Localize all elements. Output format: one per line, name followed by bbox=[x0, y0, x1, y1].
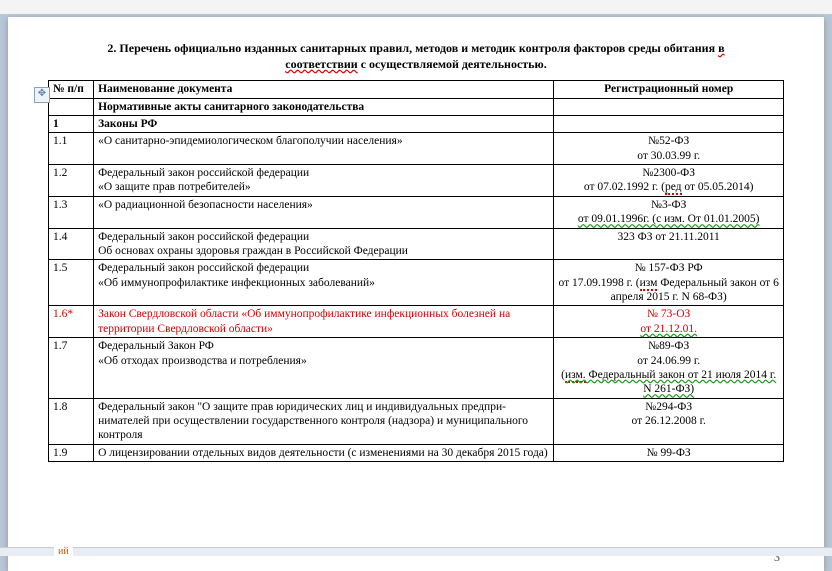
cell-num: 1.2 bbox=[49, 165, 94, 197]
table-row: 1.2 Федеральный закон российской федерац… bbox=[49, 165, 784, 197]
cell-name: Федеральный закон "О защите прав юридиче… bbox=[94, 398, 554, 444]
doc-line: Федеральный закон российской федерации bbox=[98, 167, 309, 179]
cell-num: 1.3 bbox=[49, 196, 94, 228]
table-anchor-icon[interactable]: ✥ bbox=[34, 87, 50, 103]
cell-reg: №294-ФЗ от 26.12.2008 г. bbox=[554, 398, 784, 444]
reg-line: №3-ФЗ bbox=[651, 199, 686, 211]
title-line1: 2. Перечень официально изданных санитарн… bbox=[107, 41, 715, 55]
status-bar: ий bbox=[0, 547, 832, 556]
cell-reg: № 73-ОЗ от 21.12.01. bbox=[554, 306, 784, 338]
reg-line: от 24.06.99 г. bbox=[637, 355, 700, 367]
cell-reg bbox=[554, 115, 784, 132]
ruler-top bbox=[0, 0, 832, 15]
table-row: 1.4 Федеральный закон российской федерац… bbox=[49, 228, 784, 260]
table-row: 1.9 О лицензировании отдельных видов дея… bbox=[49, 444, 784, 461]
cell-name: О лицензировании отдельных видов деятель… bbox=[94, 444, 554, 461]
reg-line: от 05.05.2014) bbox=[682, 181, 754, 193]
cell-name: Федеральный закон российской федерации «… bbox=[94, 165, 554, 197]
reg-line: № 73-ОЗ bbox=[647, 308, 690, 320]
cell-name: Законы РФ bbox=[94, 115, 554, 132]
cell-reg: №52-ФЗ от 30.03.99 г. bbox=[554, 133, 784, 165]
title-word-err: в bbox=[718, 41, 724, 55]
reg-line: 323 ФЗ от 21.11.2011 bbox=[618, 231, 720, 243]
cell-reg: №3-ФЗ от 09.01.1996г. (с изм. От 01.01.2… bbox=[554, 196, 784, 228]
reg-line: №89-ФЗ bbox=[648, 340, 689, 352]
reg-line: от 17.09.1998 г. ( bbox=[559, 277, 640, 289]
cell-num: 1.5 bbox=[49, 260, 94, 306]
reg-line: №52-ФЗ bbox=[648, 135, 689, 147]
title-word-err2: соответствии bbox=[285, 57, 357, 71]
cell-num: 1.4 bbox=[49, 228, 94, 260]
regulations-table: № п/п Наименование документа Регистрацио… bbox=[48, 80, 784, 462]
cell-name: «О санитарно-эпидемиологическом благопол… bbox=[94, 133, 554, 165]
doc-line: Об основах охраны здоровья граждан в Рос… bbox=[98, 245, 408, 257]
table-row: 1 Законы РФ bbox=[49, 115, 784, 132]
section-title: 2. Перечень официально изданных санитарн… bbox=[48, 41, 784, 72]
reg-err: изм bbox=[640, 277, 658, 291]
cell-reg: №2300-ФЗ от 07.02.1992 г. (ред от 05.05.… bbox=[554, 165, 784, 197]
reg-line: № 157-ФЗ РФ bbox=[635, 262, 703, 274]
cell-name: Федеральный закон российской федерации «… bbox=[94, 260, 554, 306]
cell-reg: № 157-ФЗ РФ от 17.09.1998 г. (изм Федера… bbox=[554, 260, 784, 306]
cell-reg: 323 ФЗ от 21.11.2011 bbox=[554, 228, 784, 260]
cell-num: 1.9 bbox=[49, 444, 94, 461]
table-row: 1.6* Закон Свердловской области «Об имму… bbox=[49, 306, 784, 338]
section-name: Нормативные акты санитарного законодател… bbox=[94, 98, 554, 115]
table-row: 1.1 «О санитарно-эпидемиологическом благ… bbox=[49, 133, 784, 165]
reg-line: от 07.02.1992 г. ( bbox=[584, 181, 665, 193]
cell-name: Закон Свердловской области «Об иммунопро… bbox=[94, 306, 554, 338]
table-row: 1.8 Федеральный закон "О защите прав юри… bbox=[49, 398, 784, 444]
cell-reg: №89-ФЗ от 24.06.99 г. (изм. Федеральный … bbox=[554, 338, 784, 399]
doc-line: Федеральный закон российской федерации bbox=[98, 262, 309, 274]
cell-name: Федеральный Закон РФ «Об отходах произво… bbox=[94, 338, 554, 399]
reg-line: № 99-ФЗ bbox=[647, 447, 691, 459]
doc-line: Федеральный закон российской федерации bbox=[98, 231, 309, 243]
document-page: ✥ 2. Перечень официально изданных санита… bbox=[8, 17, 824, 571]
reg-err: ред bbox=[665, 181, 682, 195]
cell-num: 1.8 bbox=[49, 398, 94, 444]
cell-name: «О радиационной безопасности населения» bbox=[94, 196, 554, 228]
doc-line: «Об иммунопрофилактике инфекционных забо… bbox=[98, 277, 375, 289]
cell-reg: № 99-ФЗ bbox=[554, 444, 784, 461]
col-num-head: № п/п bbox=[49, 81, 94, 98]
col-reg-head: Регистрационный номер bbox=[554, 81, 784, 98]
cell-num: 1.7 bbox=[49, 338, 94, 399]
table-row: 1.3 «О радиационной безопасности населен… bbox=[49, 196, 784, 228]
reg-err: от 21.12.01. bbox=[640, 323, 697, 335]
cell-num: 1.1 bbox=[49, 133, 94, 165]
status-tab: ий bbox=[54, 546, 73, 557]
col-name-head: Наименование документа bbox=[94, 81, 554, 98]
reg-line: от 26.12.2008 г. bbox=[631, 415, 705, 427]
cell-num: 1.6* bbox=[49, 306, 94, 338]
doc-line: «О защите прав потребителей» bbox=[98, 181, 251, 193]
reg-line: №294-ФЗ bbox=[645, 401, 692, 413]
title-line2-post: с осуществляемой деятельностью. bbox=[358, 57, 547, 71]
doc-line: Федеральный Закон РФ bbox=[98, 340, 214, 352]
cell-num: 1 bbox=[49, 115, 94, 132]
reg-line: №2300-ФЗ bbox=[642, 167, 695, 179]
section-row: Нормативные акты санитарного законодател… bbox=[49, 98, 784, 115]
table-row: 1.5 Федеральный закон российской федерац… bbox=[49, 260, 784, 306]
table-header-row: № п/п Наименование документа Регистрацио… bbox=[49, 81, 784, 98]
reg-err: от 09.01.1996г. (с изм. От 01.01.2005) bbox=[578, 213, 760, 225]
reg-line: от 30.03.99 г. bbox=[637, 150, 700, 162]
reg-err: изм. Федеральный закон от 21 июля 2014 г… bbox=[565, 369, 776, 395]
table-row: 1.7 Федеральный Закон РФ «Об отходах про… bbox=[49, 338, 784, 399]
cell-name: Федеральный закон российской федерации О… bbox=[94, 228, 554, 260]
doc-line: «Об отходах производства и потребления» bbox=[98, 355, 307, 367]
